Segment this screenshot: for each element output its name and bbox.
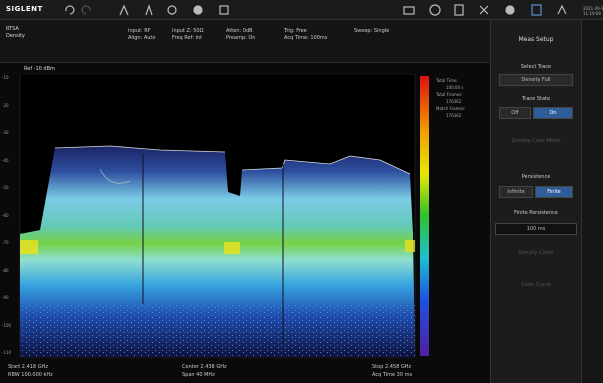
y-label: -30: [2, 130, 9, 135]
stat: 176362: [446, 113, 462, 118]
stat: 176362: [446, 99, 462, 104]
y-label: -20: [2, 102, 9, 108]
label: Finite Persistence: [514, 210, 558, 216]
info-item: Freq Ref: Int: [172, 35, 203, 41]
stat: Match Frames:: [436, 106, 466, 111]
panel-title: Meas Setup: [518, 36, 554, 43]
footer-rbw: RBW 100.000 kHz: [8, 372, 53, 378]
label: Persistence: [521, 174, 551, 180]
stat: Total Time:: [436, 78, 458, 83]
mode: RTSA: [6, 26, 19, 32]
y-label: -50: [2, 185, 9, 190]
finite-button[interactable]: Finite: [535, 186, 573, 198]
y-label: -10: [2, 75, 9, 80]
date: 2021-09-13: [583, 6, 603, 11]
info-item: Align: Auto: [128, 35, 156, 41]
y-label: -100: [2, 322, 12, 328]
time: 11:19:08: [583, 11, 601, 16]
info-bar: RTSA Density Input: RF Align: Auto Input…: [0, 20, 490, 63]
info-item: Input Z: 50Ω: [172, 28, 204, 34]
grey-item: Density Color Mode: [511, 138, 561, 144]
y-label: -90: [2, 295, 9, 300]
y-label: -70: [2, 240, 9, 245]
grey-item: Density Curve: [518, 250, 554, 256]
y-label: -60: [2, 212, 9, 218]
label: Trace State: [521, 96, 551, 102]
grey-item: Color Curve: [521, 282, 551, 288]
info-item: Input: RF: [128, 28, 151, 34]
y-label: -80: [2, 267, 9, 273]
footer-span: Span 40 MHz: [182, 372, 215, 378]
trace-select[interactable]: Density Full: [499, 74, 573, 86]
label: Select Trace: [520, 64, 552, 70]
view: Density: [6, 33, 26, 39]
stat: 100.00 s: [446, 85, 464, 90]
toolbar: SIGLENT: [0, 0, 603, 20]
toolbar-icons[interactable]: [60, 3, 600, 17]
info-item: Sweep: Single: [354, 28, 390, 34]
footer-acq: Acq Time 30 ms: [372, 372, 413, 378]
footer-center: Center 2.438 GHz: [182, 364, 227, 370]
side-panel: Meas Setup Select Trace Density Full Tra…: [490, 20, 581, 383]
density-plot: [19, 74, 429, 358]
on-button[interactable]: On: [533, 107, 573, 119]
footer-stop: Stop 2.458 GHz: [372, 364, 412, 370]
info-item: Trig: Free: [284, 28, 307, 34]
ref-level: Ref -10 dBm: [24, 66, 55, 72]
infinite-button[interactable]: Infinite: [499, 186, 533, 198]
info-item: Atten: 0dB: [226, 28, 253, 34]
info-item: Acq Time: 100ms: [284, 35, 328, 41]
persist-input[interactable]: 100 ms: [495, 223, 577, 235]
y-label: -40: [2, 157, 9, 163]
side-bar: 2021-09-13 11:19:08: [581, 6, 603, 383]
info-item: Preamp: On: [226, 35, 256, 41]
stat: Total Frames:: [436, 92, 463, 97]
off-button[interactable]: Off: [499, 107, 531, 119]
footer-start: Start 2.418 GHz: [8, 364, 48, 370]
logo: SIGLENT: [6, 5, 43, 13]
y-label: -110: [2, 350, 12, 355]
